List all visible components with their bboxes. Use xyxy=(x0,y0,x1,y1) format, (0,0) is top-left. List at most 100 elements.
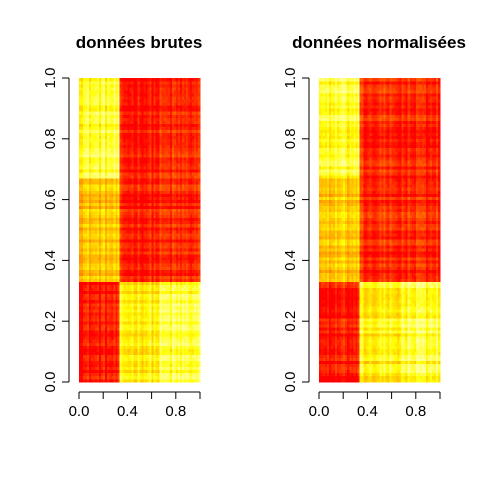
heatmap-cell xyxy=(149,129,152,134)
heatmap-cell xyxy=(135,275,138,279)
heatmap-cell xyxy=(121,266,124,270)
heatmap-cell xyxy=(107,281,110,286)
heatmap-cell xyxy=(159,357,162,362)
heatmap-cell xyxy=(109,175,112,179)
heatmap-cell xyxy=(87,342,90,346)
heatmap-cell xyxy=(189,141,193,146)
heatmap-cell xyxy=(83,306,86,310)
heatmap-cell xyxy=(103,184,106,188)
heatmap-cell xyxy=(115,217,118,222)
heatmap-cell xyxy=(111,302,114,307)
heatmap-cell xyxy=(95,248,98,252)
heatmap-cell xyxy=(95,226,98,231)
heatmap-cell xyxy=(109,208,112,213)
heatmap-cell xyxy=(139,220,142,225)
heatmap-cell xyxy=(197,138,201,143)
heatmap-cell xyxy=(171,375,175,380)
heatmap-cell xyxy=(137,199,140,203)
heatmap-cell xyxy=(111,312,114,316)
heatmap-cell xyxy=(127,378,130,383)
heatmap-cell xyxy=(99,199,102,203)
heatmap-cell xyxy=(193,309,197,313)
heatmap-cell xyxy=(161,296,164,301)
heatmap-cell xyxy=(97,163,100,167)
heatmap-cell xyxy=(101,333,104,337)
heatmap-cell xyxy=(127,157,130,161)
heatmap-cell xyxy=(139,312,142,316)
heatmap-cell xyxy=(165,160,169,164)
heatmap-cell xyxy=(91,315,94,319)
heatmap-cell xyxy=(135,175,138,179)
heatmap-cell xyxy=(141,324,144,328)
heatmap-cell xyxy=(93,272,96,276)
heatmap-cell xyxy=(165,251,169,255)
heatmap-cell xyxy=(149,315,152,319)
heatmap-cell xyxy=(107,278,110,282)
heatmap-cell xyxy=(175,239,179,243)
heatmap-cell xyxy=(159,163,162,167)
heatmap-cell xyxy=(169,202,173,206)
heatmap-cell xyxy=(127,263,130,267)
heatmap-cell xyxy=(179,157,183,161)
heatmap-cell xyxy=(129,178,132,182)
heatmap-cell xyxy=(129,375,132,380)
heatmap-cell xyxy=(95,293,98,298)
heatmap-cell xyxy=(197,372,201,377)
heatmap-cell xyxy=(165,357,169,362)
heatmap-cell xyxy=(83,257,86,261)
heatmap-cell xyxy=(129,160,132,164)
heatmap-cell xyxy=(105,327,108,331)
heatmap-cell xyxy=(165,132,169,137)
heatmap-cell xyxy=(179,284,183,289)
heatmap-cell xyxy=(147,321,150,325)
heatmap-cell xyxy=(87,287,90,292)
heatmap-cell xyxy=(111,327,114,331)
heatmap-cell xyxy=(155,266,158,270)
heatmap-cell xyxy=(105,248,108,252)
heatmap-cell xyxy=(197,260,201,264)
heatmap-cell xyxy=(163,302,167,307)
heatmap-cell xyxy=(121,309,124,313)
heatmap-cell xyxy=(117,281,120,286)
heatmap-cell xyxy=(101,166,104,170)
heatmap-cell xyxy=(99,166,102,170)
heatmap-cell xyxy=(145,172,148,176)
heatmap-cell xyxy=(197,178,201,182)
heatmap-cell xyxy=(197,348,201,352)
heatmap-cell xyxy=(149,357,152,362)
heatmap-cell xyxy=(159,336,162,340)
heatmap-cell xyxy=(185,251,189,255)
heatmap-cell xyxy=(157,248,160,252)
heatmap-cell xyxy=(177,330,181,334)
heatmap-cell xyxy=(175,220,179,225)
heatmap-cell xyxy=(181,284,185,289)
heatmap-cell xyxy=(123,318,126,322)
heatmap-cell xyxy=(137,378,140,383)
heatmap-cell xyxy=(97,290,100,295)
heatmap-cell xyxy=(165,312,169,316)
heatmap-cell xyxy=(161,135,164,140)
heatmap-cell xyxy=(105,129,108,134)
heatmap-cell xyxy=(153,327,156,331)
heatmap-cell xyxy=(103,333,106,337)
heatmap-cell xyxy=(177,269,181,273)
heatmap-cell xyxy=(161,357,164,362)
heatmap-cell xyxy=(189,309,193,313)
heatmap-cell xyxy=(95,333,98,337)
heatmap-cell xyxy=(115,242,118,246)
heatmap-cell xyxy=(127,306,130,310)
heatmap-cell xyxy=(121,363,124,368)
heatmap-cell xyxy=(113,226,116,231)
heatmap-cell xyxy=(99,257,102,261)
heatmap-cell xyxy=(131,302,134,307)
heatmap-cell xyxy=(107,330,110,334)
heatmap-cell xyxy=(117,190,120,194)
heatmap-cell xyxy=(109,293,112,298)
heatmap-cell xyxy=(79,330,82,334)
heatmap-cell xyxy=(163,199,167,203)
heatmap-cell xyxy=(191,178,195,182)
heatmap-cell xyxy=(139,372,142,377)
heatmap-cell xyxy=(157,239,160,243)
heatmap-cell xyxy=(185,217,189,222)
heatmap-cell xyxy=(191,248,195,252)
